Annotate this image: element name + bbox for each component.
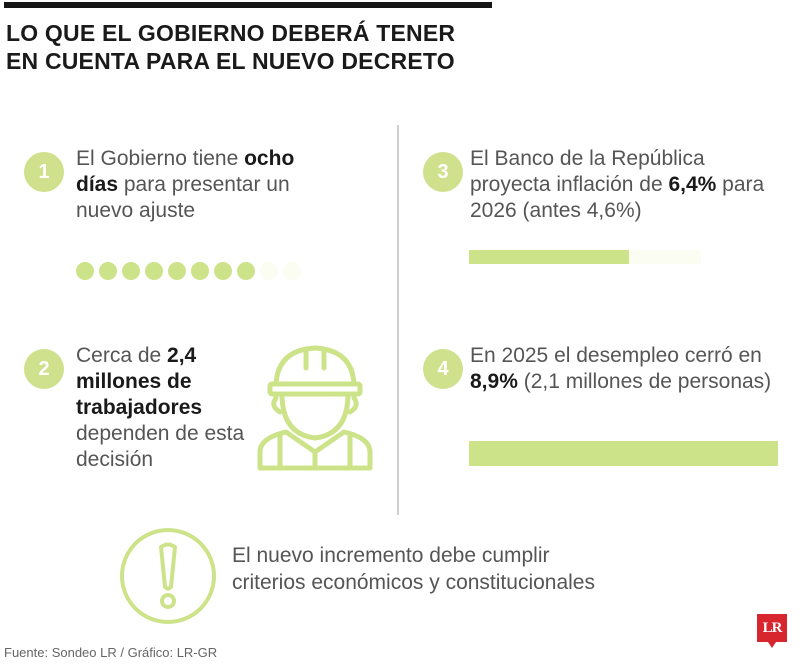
number-badge-2: 2 bbox=[24, 349, 64, 389]
item-4-highlight: 8,9% bbox=[470, 370, 518, 393]
item-2-post: dependen de esta decisión bbox=[76, 422, 245, 471]
item-4-text: En 2025 el desempleo cerró en 8,9% (2,1 … bbox=[470, 343, 790, 395]
page-title: LO QUE EL GOBIERNO DEBERÁ TENER EN CUENT… bbox=[6, 19, 526, 75]
number-badge-4: 4 bbox=[423, 349, 463, 389]
exclamation-circle-icon bbox=[120, 528, 216, 624]
day-dot-filled bbox=[191, 262, 209, 280]
title-line-1: LO QUE EL GOBIERNO DEBERÁ TENER bbox=[6, 20, 456, 46]
source-credit: Fuente: Sondeo LR / Gráfico: LR-GR bbox=[4, 645, 218, 660]
title-line-2: EN CUENTA PARA EL NUEVO DECRETO bbox=[6, 48, 455, 74]
item-3-text: El Banco de la República proyecta inflac… bbox=[470, 146, 770, 224]
days-dots bbox=[76, 262, 301, 280]
top-rule bbox=[4, 2, 492, 8]
warning-line-1: El nuevo incremento debe cumplir bbox=[232, 544, 550, 567]
day-dot-filled bbox=[214, 262, 232, 280]
item-4-post: (2,1 millones de personas) bbox=[517, 370, 772, 393]
day-dot-filled bbox=[237, 262, 255, 280]
lr-logo: LR bbox=[757, 614, 787, 648]
item-1-text: El Gobierno tiene ocho días para present… bbox=[76, 146, 306, 224]
item-4-pre: En 2025 el desempleo cerró en bbox=[470, 344, 762, 367]
item-3-post: para 2026 (antes 4,6%) bbox=[470, 173, 765, 222]
item-2-highlight: 2,4 millones de trabajadores bbox=[76, 344, 203, 419]
unemployment-bar-track bbox=[469, 441, 778, 466]
day-dot-filled bbox=[76, 262, 94, 280]
unemployment-bar-fill bbox=[469, 441, 778, 466]
item-1-post: para presentar un nuevo ajuste bbox=[76, 173, 290, 222]
inflation-bar-fill bbox=[469, 250, 630, 264]
number-badge-3: 3 bbox=[423, 152, 463, 192]
warning-text: El nuevo incremento debe cumplir criteri… bbox=[232, 542, 595, 596]
item-3-pre: El Banco de la República proyecta inflac… bbox=[470, 147, 705, 196]
warning-line-2: criterios económicos y constitucionales bbox=[232, 571, 595, 594]
day-dot-filled bbox=[99, 262, 117, 280]
column-divider bbox=[397, 125, 399, 515]
item-1-pre: El Gobierno tiene bbox=[76, 147, 245, 170]
number-badge-1: 1 bbox=[24, 152, 64, 192]
day-dot-filled bbox=[168, 262, 186, 280]
day-dot-filled bbox=[122, 262, 140, 280]
inflation-bar-track bbox=[469, 250, 701, 264]
item-1-highlight: ocho días bbox=[76, 147, 295, 196]
day-dot-filled bbox=[145, 262, 163, 280]
day-dot-empty bbox=[283, 262, 301, 280]
day-dot-empty bbox=[260, 262, 278, 280]
item-3-highlight: 6,4% bbox=[668, 173, 717, 196]
construction-worker-icon bbox=[257, 345, 373, 471]
item-2-text: Cerca de 2,4 millones de trabajadores de… bbox=[76, 343, 246, 473]
item-2-pre: Cerca de bbox=[76, 344, 168, 367]
